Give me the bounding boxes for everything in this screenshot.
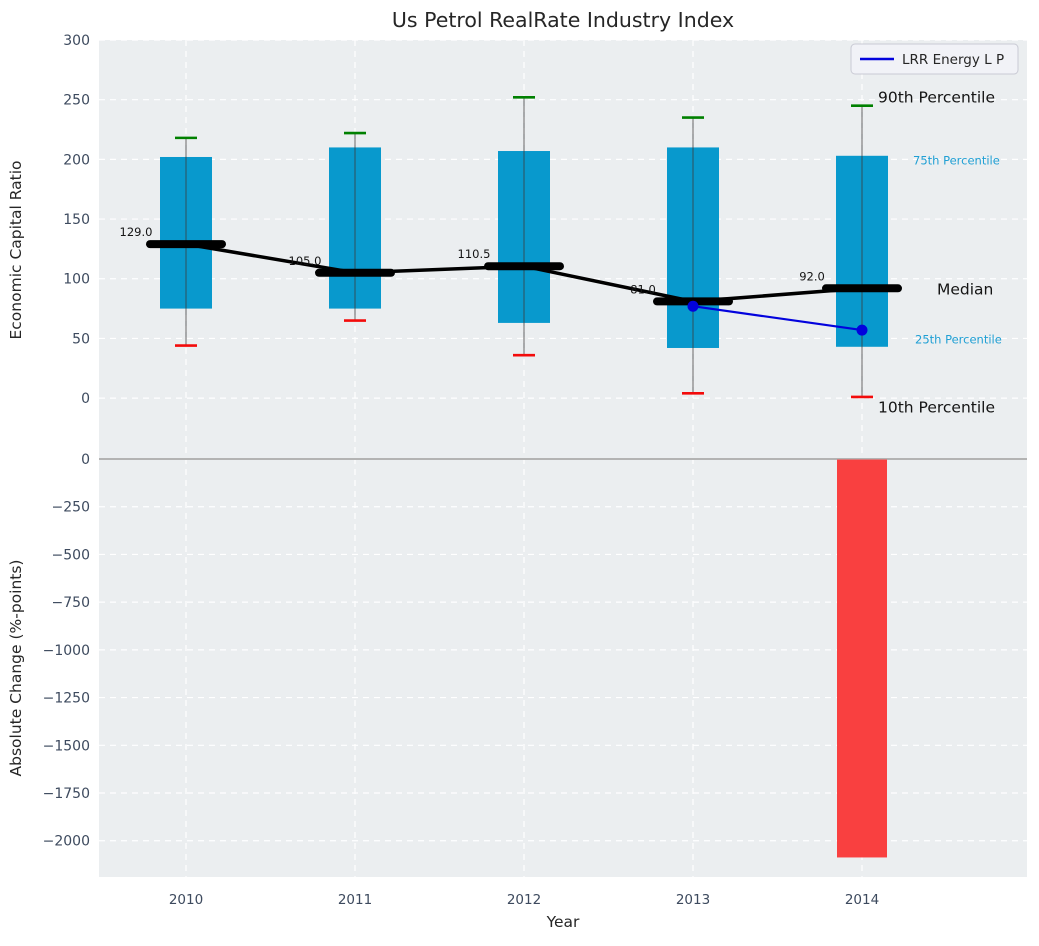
legend: LRR Energy L P [851, 44, 1018, 74]
annotation-75th-percentile: 75th Percentile [913, 153, 1000, 167]
median-value-label: 129.0 [120, 225, 153, 239]
annotation-25th-percentile: 25th Percentile [915, 332, 1002, 346]
top-y-tick-label: 0 [81, 391, 90, 407]
bottom-y-tick-label: −750 [52, 595, 90, 611]
x-tick-label: 2010 [169, 892, 203, 908]
x-axis-label: Year [546, 913, 580, 931]
bottom-y-tick-label: −1250 [43, 691, 90, 707]
chart-title: Us Petrol RealRate Industry Index [392, 8, 734, 32]
bottom-y-axis-label: Absolute Change (%-points) [7, 560, 25, 777]
top-y-tick-label: 200 [63, 152, 90, 168]
bottom-y-tick-label: −1500 [43, 738, 90, 754]
annotation-10th-percentile: 10th Percentile [878, 399, 995, 417]
bottom-y-tick-label: −250 [52, 500, 90, 516]
company-point-2014 [857, 325, 868, 336]
chart-canvas: 129.0 105.0 110.5 81.0 92.0 0 50 100 150 200 250 3… [0, 0, 1039, 942]
bottom-y-tick-label: −500 [52, 547, 90, 563]
top-y-tick-label: 250 [63, 93, 90, 109]
x-tick-label: 2014 [845, 892, 879, 908]
annotation-median: Median [937, 280, 993, 298]
change-bar-series [837, 460, 887, 858]
top-y-tick-label: 100 [63, 272, 90, 288]
x-tick-label: 2011 [338, 892, 372, 908]
change-bar-2014 [837, 460, 887, 858]
bottom-plot-background [99, 459, 1027, 877]
median-value-label: 110.5 [458, 247, 491, 261]
bottom-y-tick-label: −1000 [43, 643, 90, 659]
bottom-y-tick-label: 0 [81, 452, 90, 468]
median-value-label: 92.0 [799, 269, 825, 283]
figure: 129.0 105.0 110.5 81.0 92.0 0 50 100 150 200 250 3… [0, 0, 1039, 942]
x-tick-label: 2013 [676, 892, 710, 908]
legend-label: LRR Energy L P [902, 52, 1004, 68]
median-value-label: 81.0 [630, 282, 656, 296]
top-y-tick-label: 300 [63, 33, 90, 49]
top-y-tick-label: 50 [72, 331, 90, 347]
bottom-y-tick-label: −2000 [43, 834, 90, 850]
top-y-tick-label: 150 [63, 212, 90, 228]
annotation-90th-percentile: 90th Percentile [878, 88, 995, 106]
median-value-label: 105.0 [289, 254, 322, 268]
company-point-2013 [688, 301, 699, 312]
bottom-y-tick-label: −1750 [43, 786, 90, 802]
x-tick-label: 2012 [507, 892, 541, 908]
top-y-axis-label: Economic Capital Ratio [7, 160, 25, 339]
